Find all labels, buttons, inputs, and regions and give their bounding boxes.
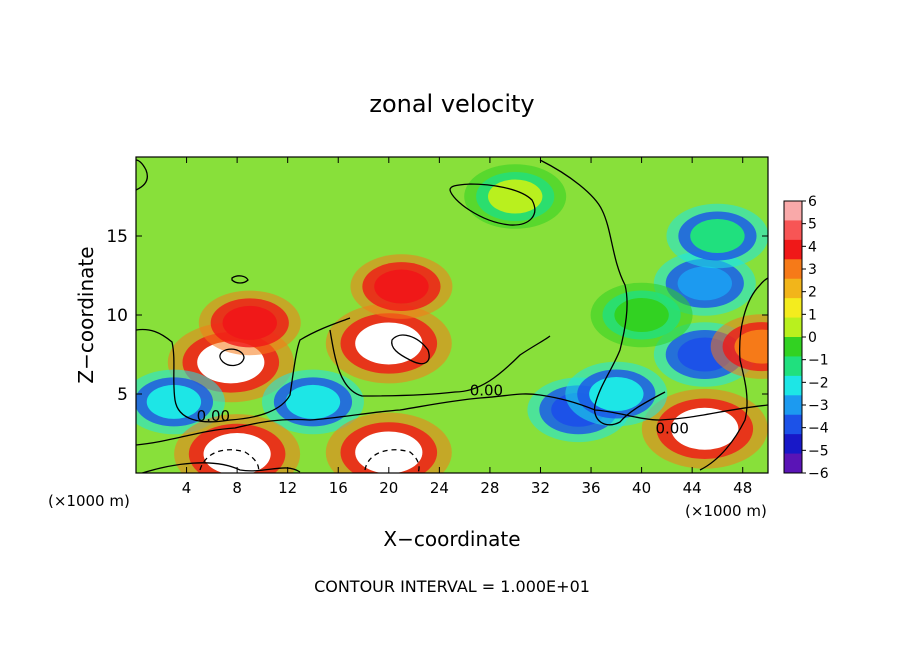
x-tick-label: 12 [278,479,297,497]
field-core [222,305,277,340]
field-core [285,384,341,419]
colorbar-cell [784,356,802,377]
colorbar-tick-label: 3 [808,262,817,278]
zero-contours [136,159,768,473]
field-core [677,266,732,301]
field-core [374,269,429,304]
x-tick-label: 44 [683,479,702,497]
field-core [734,329,768,364]
field-core [355,322,423,365]
contour-labels: 0.00 0.00 0.00 [197,382,689,438]
plot-area: 0.000.000.00 4 8 12 16 20 24 28 32 36 40 44 48 5101… [106,156,769,497]
contour-label: 0.00 [470,382,503,400]
contour-line [329,329,551,397]
colorbar-cell [784,259,802,280]
colorbar-cell [784,239,802,260]
contour-line [699,277,768,471]
field-core [690,219,745,253]
colorbar-cell [784,317,802,338]
colorbar-cell [784,434,802,455]
chart-title: zonal velocity [369,90,534,118]
x-tick-label: 4 [182,479,192,497]
contour-line [136,317,351,423]
colorbar-tick-label: −2 [808,375,829,391]
field-core [671,407,739,450]
field-core [589,377,644,411]
contour-label: 0.00 [656,420,689,438]
colorbar-cell [784,337,802,357]
x-tick-label: 20 [379,479,398,497]
y-axis-label: Z−coordinate [74,246,98,383]
field-core [488,179,543,214]
colorbar-tick-label: −3 [808,398,829,414]
y-tick-label: 10 [106,306,128,326]
x-axis: 4 8 12 16 20 24 28 32 36 40 44 48 [182,157,752,497]
contour-line [219,348,245,367]
colorbar-cell [784,395,802,416]
colorbar-cell [784,414,802,435]
colorbar-cell [784,201,802,221]
colorbar-tick-label: 1 [808,307,817,323]
colorbar-tick-label: 6 [808,194,817,210]
x-tick-label: 48 [733,479,752,497]
colorbar: 6 5 4 3 2 1 0 −1 −2 −3 −4 −5 −6 [783,194,829,482]
colorbar-cells [784,201,802,474]
colorbar-tick-label: −4 [808,421,829,437]
contour-line [391,334,430,365]
y-tick-label: 15 [106,227,128,247]
field-core [146,384,202,419]
contour-line [539,159,666,426]
colorbar-cell [784,298,802,319]
contour-line [364,449,420,473]
colorbar-tick-label: 5 [808,217,817,233]
x-tick-label: 36 [581,479,600,497]
colorbar-tick-label: 2 [808,285,817,301]
x-tick-label: 28 [480,479,499,497]
velocity-field [136,164,768,473]
x-tick-label: 32 [531,479,550,497]
contour-interval-note: CONTOUR INTERVAL = 1.000E+01 [314,577,590,596]
x-tick-label: 40 [632,479,651,497]
contour-line [136,393,768,446]
colorbar-tick-label: −5 [808,443,829,459]
colorbar-tick-label: −1 [808,353,829,369]
colorbar-tick-label: 4 [808,239,817,255]
colorbar-cell [784,453,802,474]
contour-line [136,159,149,191]
contour-line [140,462,301,473]
x-tick-label: 8 [232,479,242,497]
colorbar-cell [784,220,802,241]
x-unit-left: (×1000 m) [48,492,130,510]
colorbar-tick-label: 0 [808,330,817,346]
y-tick-label: 5 [117,385,128,405]
x-axis-label: X−coordinate [383,527,520,551]
x-tick-label: 24 [430,479,449,497]
colorbar-cell [784,375,802,396]
colorbar-ticks: 6 5 4 3 2 1 0 −1 −2 −3 −4 −5 −6 [802,194,829,482]
colorbar-cell [784,278,802,299]
field-core [355,431,423,473]
contour-line [199,449,260,473]
contour-line [449,183,536,226]
y-axis: 5 10 15 [106,227,768,405]
x-tick-label: 16 [329,479,348,497]
field-core [614,298,669,332]
contour-line [231,275,249,284]
x-unit-right: (×1000 m) [685,502,767,520]
colorbar-tick-label: −6 [808,466,829,482]
contour-label: 0.00 [197,407,230,425]
field-core [203,433,271,473]
